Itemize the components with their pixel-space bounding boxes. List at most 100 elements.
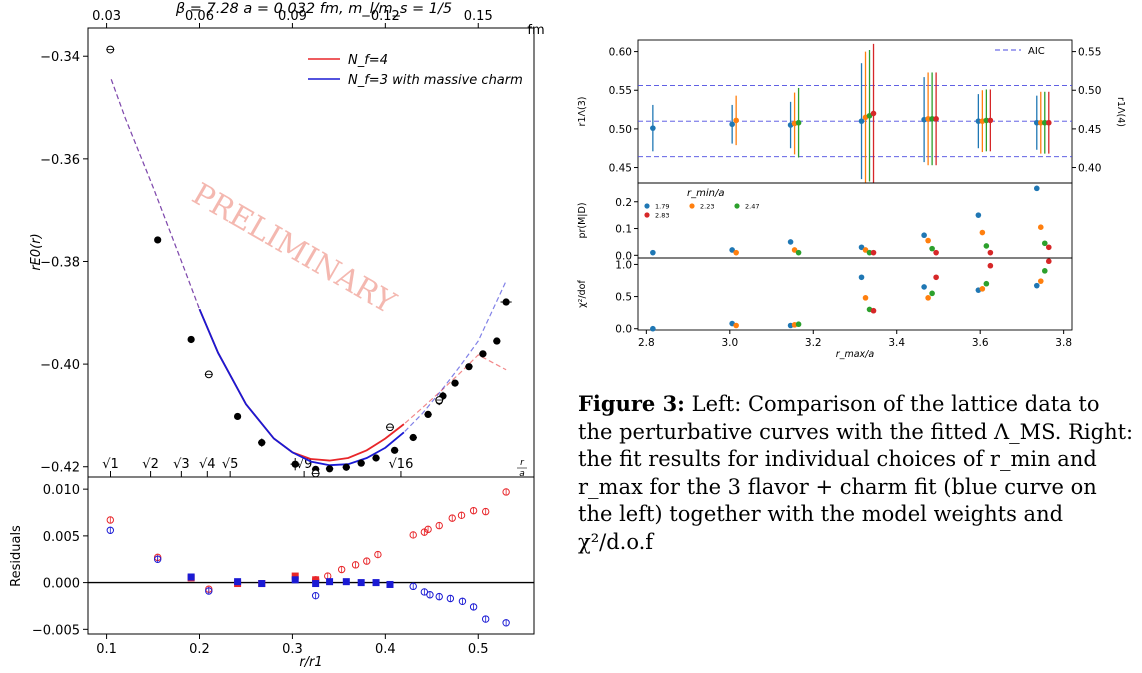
data-point <box>493 337 501 345</box>
residual-point-square <box>342 578 350 586</box>
res-y-axis-label: Residuals <box>9 525 24 587</box>
right-point <box>1041 268 1048 274</box>
y-tick-label: −0.42 <box>40 461 80 476</box>
right-point <box>925 116 931 122</box>
right-figure: 0.45 0.50 0.55 0.60 r1Λ(3) 0.40 0.45 0.50 0.55 r1… <box>577 39 1126 360</box>
right-point <box>870 249 877 256</box>
right-point <box>1033 119 1040 126</box>
right-point <box>929 116 935 122</box>
x-axis-label: r/r1 <box>299 655 322 670</box>
right-point <box>1037 224 1044 230</box>
top-axis-unit: fm <box>527 23 544 38</box>
res-y-tick-label: −0.005 <box>32 623 80 638</box>
y-axis-label: rE0(r) <box>29 233 44 270</box>
res-x-tick-label: 0.3 <box>282 642 303 657</box>
sqrt-axis-tick-label: √5 <box>222 457 239 472</box>
y-tick-label: −0.38 <box>40 255 80 270</box>
right-y-tick-label: 1.0 <box>615 259 632 271</box>
right-x-tick-label: 3.0 <box>721 337 738 349</box>
sqrt-axis-tick-label: √3 <box>173 457 190 472</box>
res-x-tick-label: 0.2 <box>189 642 210 657</box>
data-point <box>187 335 195 344</box>
sqrt-axis-tick-label: √1 <box>102 457 119 472</box>
right-point <box>987 117 994 124</box>
right-point <box>987 262 994 269</box>
top-axis-tick-label: 0.03 <box>92 9 121 24</box>
right-point <box>1041 240 1048 247</box>
right-point <box>729 247 735 253</box>
rmin-legend-label: 2.83 <box>655 212 669 220</box>
res-x-tick-label: 0.5 <box>468 642 489 657</box>
sqrt-axis-unit-den: a <box>519 469 525 479</box>
right-point <box>866 249 873 256</box>
right-x-tick-label: 3.4 <box>888 337 905 349</box>
data-point <box>342 463 350 471</box>
y-tick-label: −0.36 <box>40 153 80 168</box>
right-point <box>733 117 739 124</box>
right-point <box>650 325 656 332</box>
res-x-tick-label: 0.1 <box>96 642 117 657</box>
right-point <box>795 321 802 328</box>
right-point <box>791 247 798 253</box>
data-point <box>291 460 299 468</box>
right-point <box>975 118 982 124</box>
data-point <box>451 379 459 387</box>
data-point <box>233 412 242 421</box>
right-x-tick-label: 3.8 <box>1055 337 1072 349</box>
right-point <box>1037 119 1044 126</box>
right-point <box>979 229 986 236</box>
sqrt-axis-tick-label: √4 <box>199 457 216 472</box>
res-y-tick-label: 0.005 <box>43 530 80 545</box>
legend-label: N_f=4 <box>348 53 388 68</box>
right-point <box>1045 119 1052 126</box>
right-point <box>933 249 939 256</box>
right-point <box>925 295 931 301</box>
rmin-legend-label: 2.23 <box>700 203 714 211</box>
right-y2-axis-label: r1Λ(4) <box>1115 97 1126 127</box>
right-x-tick-label: 3.6 <box>972 337 989 349</box>
data-point <box>154 236 162 244</box>
chart-title: β = 7.28 a = 0.032 fm, m_l/m_s = 1/5 <box>175 1 452 17</box>
rmin-legend-marker <box>644 203 650 209</box>
sqrt-axis-tick-label: √2 <box>142 457 159 472</box>
right-x-axis-label: r_max/a <box>836 349 875 360</box>
caption-label: Figure 3: <box>578 391 685 416</box>
data-point <box>424 410 432 418</box>
data-point <box>258 439 266 447</box>
legend-label: N_f=3 with massive charm <box>348 73 523 88</box>
right-point <box>870 307 877 314</box>
right-point <box>983 280 990 287</box>
right-y-tick-label: 0.55 <box>609 85 632 97</box>
curve-solid-nf4 <box>198 308 405 462</box>
figure-caption: Figure 3: Left: Comparison of the lattic… <box>578 390 1134 556</box>
residual-point-square <box>291 576 299 584</box>
right-point <box>650 125 656 131</box>
right-x-tick-label: 2.8 <box>638 337 655 349</box>
right-point <box>975 212 982 218</box>
residual-panel-frame <box>87 476 535 635</box>
rmin-legend-label: 2.47 <box>745 203 759 211</box>
residual-point-square <box>386 580 394 588</box>
right-point <box>987 249 994 256</box>
data-point <box>502 298 510 306</box>
right-x-tick-label: 3.2 <box>805 337 822 349</box>
right-panel-frame <box>637 257 1073 331</box>
right-point <box>870 110 877 117</box>
residual-point-square <box>312 576 320 584</box>
y-tick-label: −0.40 <box>40 358 80 373</box>
top-axis-tick-label: 0.15 <box>464 9 493 24</box>
right-point <box>1041 119 1048 126</box>
right-point <box>787 239 794 245</box>
right-y-tick-label: 0.5 <box>615 292 632 304</box>
right-y-tick-label: 0.0 <box>615 250 632 262</box>
right-point <box>729 121 735 128</box>
right-y2-tick-label: 0.55 <box>1078 47 1101 59</box>
right-point <box>929 290 935 297</box>
right-point <box>983 243 990 249</box>
right-y-tick-label: 0.50 <box>609 124 632 136</box>
right-point <box>858 118 865 124</box>
right-y2-tick-label: 0.45 <box>1078 124 1101 136</box>
right-point <box>858 274 865 281</box>
data-point <box>372 454 380 462</box>
top-axis-tick-label: 0.09 <box>278 9 307 24</box>
